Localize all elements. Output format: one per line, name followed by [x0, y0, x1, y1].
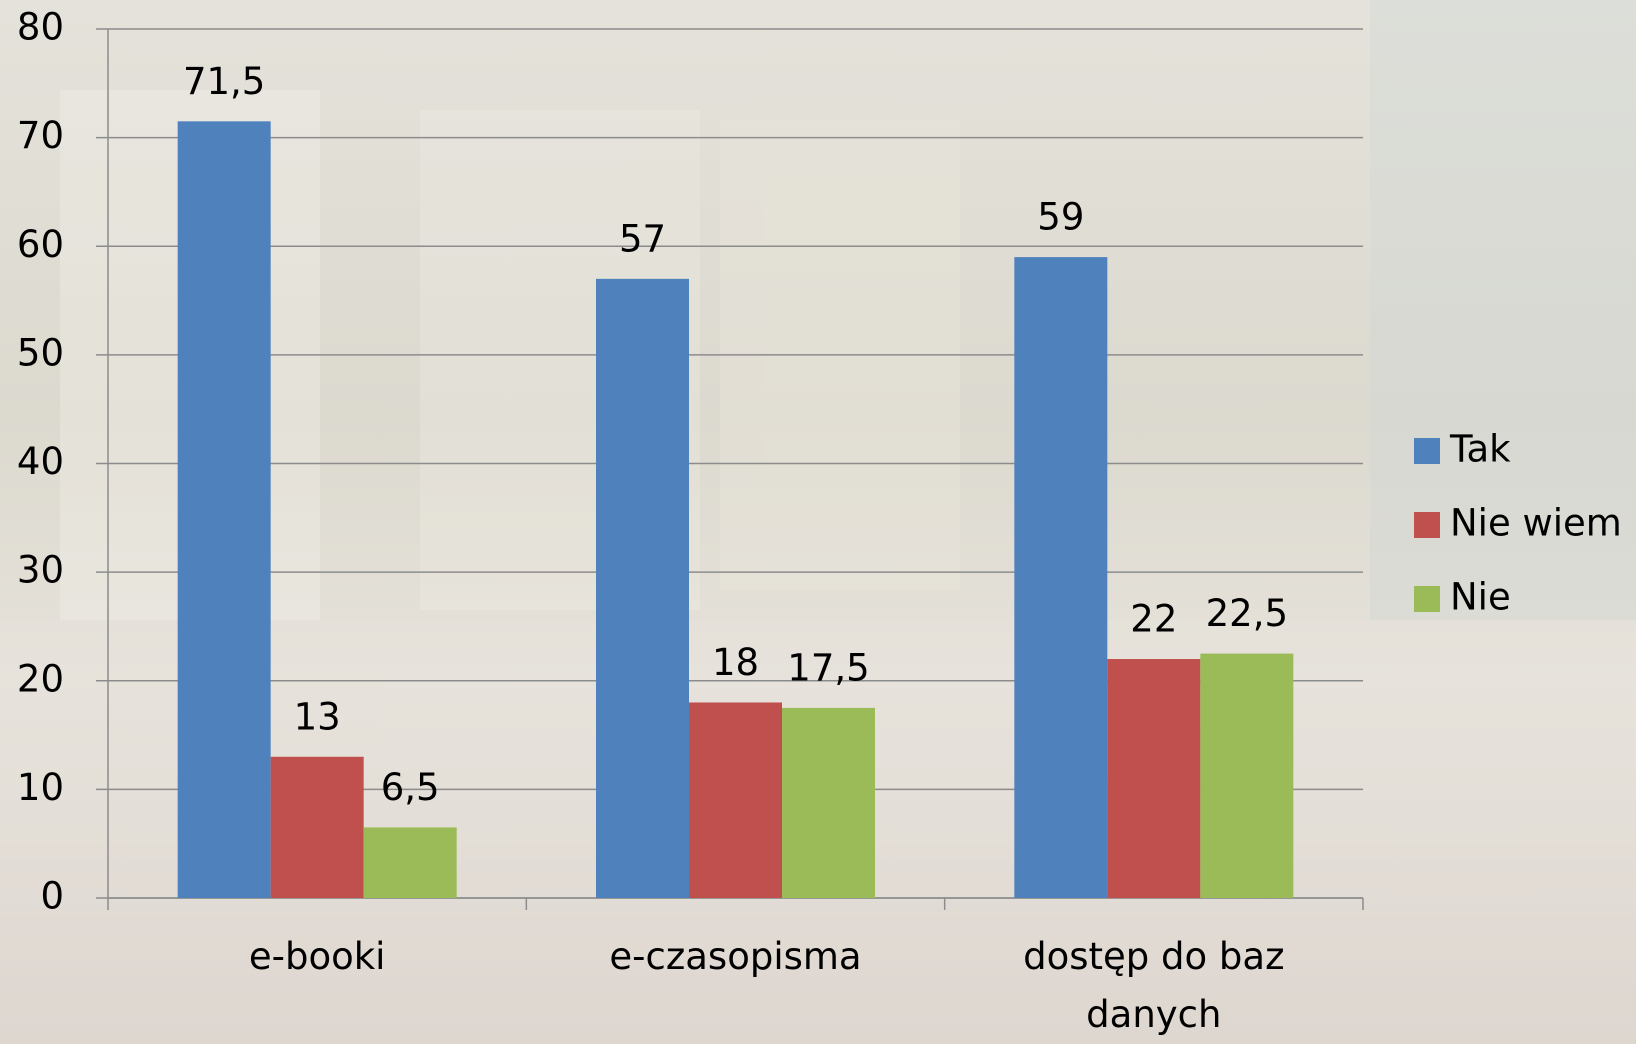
- y-tick-label: 40: [17, 440, 64, 483]
- value-label: 17,5: [787, 646, 869, 689]
- value-label: 22,5: [1206, 592, 1288, 635]
- y-tick-label: 0: [40, 875, 64, 918]
- value-label: 13: [294, 695, 341, 738]
- legend-label: Tak: [1449, 428, 1511, 471]
- y-tick-label: 10: [17, 766, 64, 809]
- bar: [1107, 659, 1200, 898]
- legend-swatch: [1414, 438, 1440, 464]
- value-label: 57: [619, 217, 666, 260]
- y-tick-label: 80: [17, 6, 64, 49]
- x-tick-label: e-czasopisma: [546, 928, 926, 986]
- chart: 0 10 20 30 40 50 60 70 80 71,5 13 6,5 57 18 17,5 59 22 22…: [0, 0, 1636, 1044]
- bar: [271, 757, 364, 898]
- bar: [596, 279, 689, 898]
- y-tick-label: 50: [17, 331, 64, 374]
- value-label: 22: [1130, 598, 1177, 641]
- value-label: 71,5: [183, 60, 265, 103]
- bar: [178, 121, 271, 898]
- value-label: 59: [1037, 196, 1084, 239]
- bar: [1200, 654, 1293, 898]
- bar: [782, 708, 875, 898]
- y-tick-label: 30: [17, 549, 64, 592]
- value-label: 6,5: [381, 766, 440, 809]
- legend-label: Nie wiem: [1450, 502, 1622, 545]
- bar: [364, 827, 457, 898]
- y-tick-label: 60: [17, 223, 64, 266]
- value-label: 18: [712, 641, 759, 684]
- chart-svg: 0 10 20 30 40 50 60 70 80 71,5 13 6,5 57 18 17,5 59 22 22…: [0, 0, 1636, 1044]
- bar: [689, 702, 782, 898]
- bar: [1014, 257, 1107, 898]
- y-tick-label: 70: [17, 114, 64, 157]
- x-tick-label: dostęp do baz danych: [964, 928, 1344, 1044]
- legend-swatch: [1414, 512, 1440, 538]
- y-tick-label: 20: [17, 657, 64, 700]
- legend-label: Nie: [1450, 576, 1511, 619]
- x-tick-label: e-booki: [127, 928, 507, 986]
- legend-swatch: [1414, 586, 1440, 612]
